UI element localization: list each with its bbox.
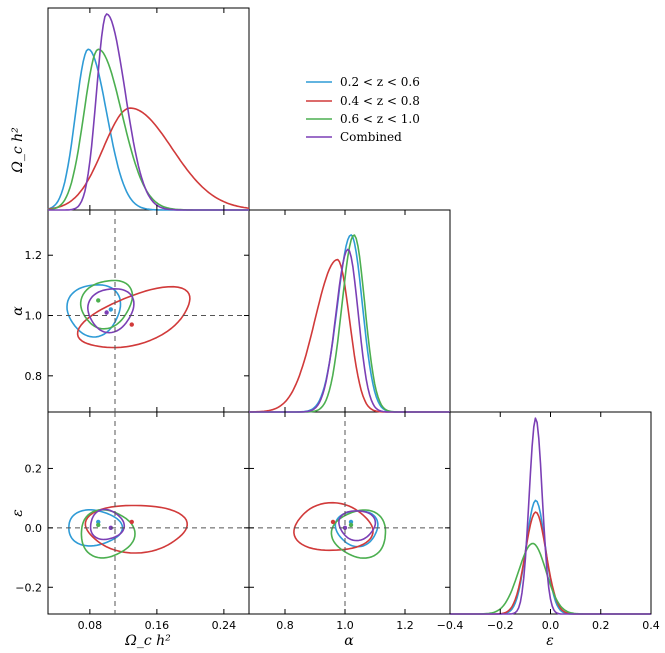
y-label-omega: Ω_c h² xyxy=(10,127,26,174)
epsilon-marginal-xtick-label: −0.4 xyxy=(437,619,464,632)
omega-epsilon-ytick-label: −0.2 xyxy=(15,581,42,594)
alpha-marginal-curve-combined xyxy=(249,248,450,413)
omega-alpha-contour-z_0.4_0.8 xyxy=(76,285,191,349)
panel-omega-marginal xyxy=(47,7,250,211)
x-label-epsilon: ε xyxy=(546,633,554,649)
omega-epsilon-xtick-label: 0.24 xyxy=(212,619,237,632)
omega-epsilon-contour-z_0.4_0.8 xyxy=(84,504,188,554)
omega-epsilon-xtick-label: 0.08 xyxy=(78,619,103,632)
omega-epsilon-xtick-label: 0.16 xyxy=(145,619,170,632)
alpha-epsilon-xtick-label: 1.0 xyxy=(336,619,354,632)
omega-alpha-ytick-label: 1.2 xyxy=(25,249,43,262)
legend-label-z-0.6-1.0: 0.6 < z < 1.0 xyxy=(340,112,420,126)
omega-epsilon-ytick-label: 0.2 xyxy=(25,462,43,475)
panel-omega-alpha xyxy=(47,209,250,413)
epsilon-marginal-xtick-label: 0.2 xyxy=(592,619,610,632)
omega-epsilon-point-z_0.6_1.0 xyxy=(96,522,101,528)
alpha-marginal-curve-z_0.4_0.8 xyxy=(249,258,450,413)
x-label-alpha: α xyxy=(344,633,354,649)
x-label-omega: Ω_c h² xyxy=(124,633,171,649)
omega-alpha-point-z_0.2_0.6 xyxy=(108,307,114,312)
alpha-epsilon-xtick-label: 0.8 xyxy=(276,619,294,632)
alpha-epsilon-point-z_0.4_0.8 xyxy=(330,519,336,525)
omega-marginal-curve-z_0.2_0.6 xyxy=(47,48,249,211)
ticks-layer: 0.08 0.16 0.24 0.8 1.0 1.2 −0.2 0.0 0.2 0.8 1.0 1.2… xyxy=(15,8,660,632)
omega-alpha-contour-z_0.6_1.0 xyxy=(79,279,134,330)
panel-alpha-marginal xyxy=(248,209,451,413)
epsilon-marginal-curve-combined xyxy=(450,417,651,615)
omega-epsilon-ytick-label: 0.0 xyxy=(25,522,43,535)
alpha-epsilon-point-combined xyxy=(342,525,348,531)
epsilon-marginal-xtick-label: 0.4 xyxy=(642,619,660,632)
omega-alpha-contour-combined xyxy=(87,288,135,334)
legend: 0.2 < z < 0.6 0.4 < z < 0.8 0.6 < z < 1.… xyxy=(306,75,420,144)
omega-marginal-curve-combined xyxy=(48,13,249,211)
omega-alpha-ytick-label: 0.8 xyxy=(25,370,43,383)
epsilon-marginal-xtick-label: 0.0 xyxy=(542,619,560,632)
legend-label-combined: Combined xyxy=(340,130,402,144)
curves-layer xyxy=(47,13,651,615)
omega-alpha-ytick-label: 1.0 xyxy=(25,310,43,323)
alpha-epsilon-point-z_0.6_1.0 xyxy=(348,522,354,528)
y-label-alpha: α xyxy=(10,306,26,316)
legend-label-z-0.2-0.6: 0.2 < z < 0.6 xyxy=(340,75,420,89)
omega-alpha-point-z_0.4_0.8 xyxy=(129,322,134,327)
omega-epsilon-point-combined xyxy=(108,525,114,531)
omega-epsilon-contour-z_0.6_1.0 xyxy=(80,509,136,559)
legend-label-z-0.4-0.8: 0.4 < z < 0.8 xyxy=(340,94,420,108)
omega-marginal-curve-z_0.6_1.0 xyxy=(47,48,249,211)
alpha-epsilon-contour-z_0.6_1.0 xyxy=(330,509,387,559)
omega-marginal-curve-z_0.4_0.8 xyxy=(47,107,250,210)
alpha-epsilon-xtick-label: 1.2 xyxy=(396,619,414,632)
alpha-epsilon-contour-combined xyxy=(338,510,377,542)
omega-alpha-point-z_0.6_1.0 xyxy=(96,298,101,303)
omega-epsilon-point-z_0.4_0.8 xyxy=(129,519,134,525)
y-label-epsilon: ε xyxy=(10,509,26,517)
epsilon-marginal-xtick-label: −0.2 xyxy=(487,619,514,632)
omega-alpha-point-combined xyxy=(104,310,109,315)
